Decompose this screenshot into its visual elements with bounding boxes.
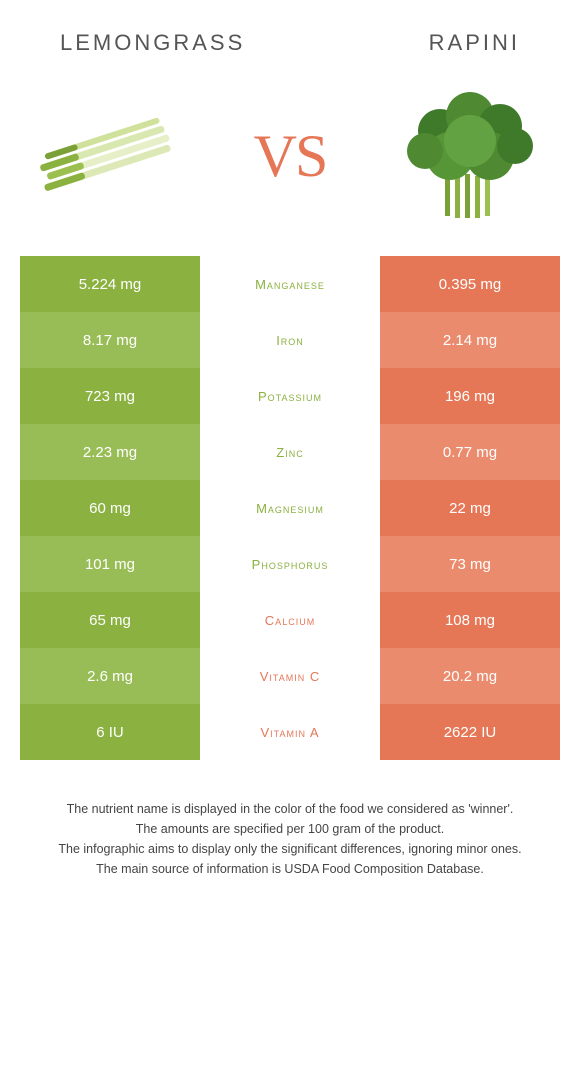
footer-line: The nutrient name is displayed in the co… [20, 800, 560, 818]
rapini-icon [395, 86, 545, 226]
nutrient-table: 5.224 mgManganese0.395 mg8.17 mgIron2.14… [20, 256, 560, 760]
nutrient-value-left: 723 mg [20, 368, 200, 424]
nutrient-name: Potassium [200, 368, 380, 424]
images-row: VS [0, 76, 580, 256]
footer-line: The infographic aims to display only the… [20, 840, 560, 858]
nutrient-name: Calcium [200, 592, 380, 648]
nutrient-row: 2.23 mgZinc0.77 mg [20, 424, 560, 480]
nutrient-value-left: 65 mg [20, 592, 200, 648]
food-title-right: RAPINI [429, 30, 520, 56]
vs-label: VS [254, 122, 327, 191]
footer-line: The main source of information is USDA F… [20, 860, 560, 878]
nutrient-value-right: 2.14 mg [380, 312, 560, 368]
footer-notes: The nutrient name is displayed in the co… [0, 760, 580, 879]
nutrient-value-right: 73 mg [380, 536, 560, 592]
nutrient-row: 65 mgCalcium108 mg [20, 592, 560, 648]
nutrient-row: 101 mgPhosphorus73 mg [20, 536, 560, 592]
nutrient-value-right: 2622 IU [380, 704, 560, 760]
nutrient-name: Manganese [200, 256, 380, 312]
nutrient-name: Phosphorus [200, 536, 380, 592]
footer-line: The amounts are specified per 100 gram o… [20, 820, 560, 838]
nutrient-row: 5.224 mgManganese0.395 mg [20, 256, 560, 312]
nutrient-value-right: 0.395 mg [380, 256, 560, 312]
nutrient-value-left: 101 mg [20, 536, 200, 592]
nutrient-value-right: 108 mg [380, 592, 560, 648]
lemongrass-icon [30, 101, 190, 211]
nutrient-row: 2.6 mgVitamin C20.2 mg [20, 648, 560, 704]
nutrient-value-right: 0.77 mg [380, 424, 560, 480]
nutrient-name: Vitamin C [200, 648, 380, 704]
nutrient-value-right: 196 mg [380, 368, 560, 424]
nutrient-value-left: 5.224 mg [20, 256, 200, 312]
nutrient-row: 6 IUVitamin A2622 IU [20, 704, 560, 760]
nutrient-name: Zinc [200, 424, 380, 480]
nutrient-name: Magnesium [200, 480, 380, 536]
nutrient-value-left: 2.23 mg [20, 424, 200, 480]
nutrient-name: Iron [200, 312, 380, 368]
nutrient-row: 60 mgMagnesium22 mg [20, 480, 560, 536]
food-image-right [390, 86, 550, 226]
nutrient-row: 8.17 mgIron2.14 mg [20, 312, 560, 368]
header: LEMONGRASS RAPINI [0, 0, 580, 76]
nutrient-value-right: 20.2 mg [380, 648, 560, 704]
nutrient-value-left: 6 IU [20, 704, 200, 760]
food-title-left: LEMONGRASS [60, 30, 245, 56]
nutrient-value-left: 60 mg [20, 480, 200, 536]
nutrient-value-left: 2.6 mg [20, 648, 200, 704]
nutrient-value-left: 8.17 mg [20, 312, 200, 368]
food-image-left [30, 86, 190, 226]
nutrient-value-right: 22 mg [380, 480, 560, 536]
nutrient-row: 723 mgPotassium196 mg [20, 368, 560, 424]
nutrient-name: Vitamin A [200, 704, 380, 760]
